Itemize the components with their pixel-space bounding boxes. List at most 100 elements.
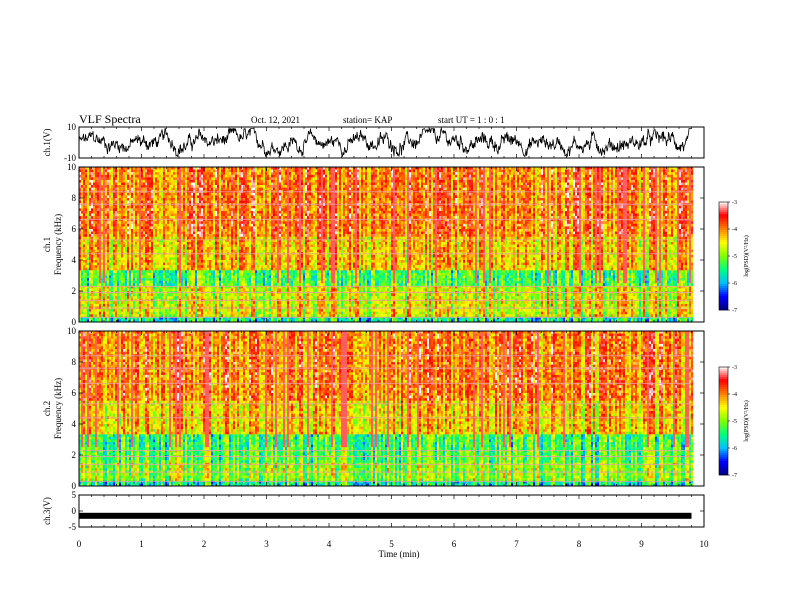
spectrogram-cell — [123, 192, 126, 196]
spectrogram-cell — [229, 239, 232, 243]
spectrogram-cell — [171, 223, 174, 227]
spectrogram-cell — [131, 182, 134, 186]
spectrogram-cell — [209, 309, 212, 312]
spectrogram-cell — [107, 247, 110, 250]
spectrogram-cell — [101, 182, 104, 186]
spectrogram-cell — [139, 192, 142, 196]
spectrogram-cell — [159, 223, 162, 227]
spectrogram-cell — [189, 226, 192, 230]
spectrogram-cell — [189, 239, 192, 243]
spectrogram-cell — [107, 316, 110, 320]
spectrogram-cell — [147, 179, 150, 183]
spectrogram-cell — [229, 172, 232, 175]
spectrogram-cell — [123, 278, 126, 281]
spectrogram-cell — [187, 260, 190, 263]
spectrogram-cell — [85, 179, 88, 183]
spectrogram-cell — [123, 182, 126, 186]
spectrogram-cell — [169, 270, 172, 274]
spectrogram-cell — [97, 314, 100, 318]
spectrogram-cell — [187, 254, 190, 258]
spectrogram-cell — [183, 267, 186, 271]
spectrogram-cell — [187, 169, 190, 173]
spectrogram-cell — [89, 311, 92, 315]
spectrogram-cell — [101, 301, 104, 305]
spectrogram-cell — [227, 260, 230, 263]
spectrogram-cell — [171, 301, 174, 305]
spectrogram-cell — [205, 257, 208, 261]
spectrogram-cell — [199, 208, 202, 212]
spectrogram-cell — [129, 283, 132, 287]
spectrogram-cell — [135, 280, 138, 284]
spectrogram-cell — [105, 231, 108, 235]
spectrogram-cell — [121, 278, 124, 281]
spectrogram-cell — [233, 192, 236, 196]
spectrogram-cell — [213, 319, 216, 323]
spectrogram-cell — [165, 272, 168, 276]
spectrogram-cell — [159, 192, 162, 196]
spectrogram-cell — [121, 270, 124, 274]
spectrogram-cell — [107, 234, 110, 237]
spectrogram-cell — [233, 247, 236, 250]
spectrogram-cell — [221, 239, 224, 243]
spectrogram-cell — [105, 187, 108, 191]
spectrogram-cell — [147, 267, 150, 271]
spectrogram-cell — [183, 192, 186, 196]
spectrogram-cell — [157, 303, 160, 307]
spectrogram-cell — [209, 257, 212, 261]
spectrogram-cell — [183, 198, 186, 201]
spectrogram-cell — [87, 254, 90, 258]
spectrogram-cell — [195, 283, 198, 287]
spectrogram-cell — [153, 208, 156, 212]
spectrogram-cell — [203, 254, 206, 258]
spectrogram-cell — [217, 270, 220, 274]
spectrogram-cell — [205, 311, 208, 315]
spectrogram-cell — [201, 275, 204, 279]
spectrogram-cell — [117, 213, 120, 217]
spectrogram-cell — [83, 195, 86, 199]
spectrogram-cell — [123, 303, 126, 307]
spectrogram-cell — [101, 179, 104, 183]
spectrogram-cell — [137, 213, 140, 217]
spectrogram-cell — [199, 198, 202, 201]
spectrogram-cell — [167, 247, 170, 250]
spectrogram-cell — [181, 257, 184, 261]
spectrogram-cell — [149, 278, 152, 281]
spectrogram-cell — [237, 257, 240, 261]
spectrogram-cell — [81, 208, 84, 212]
spectrogram-cell — [197, 234, 200, 237]
spectrogram-cell — [229, 288, 232, 292]
spectrogram-cell — [227, 226, 230, 230]
spectrogram-cell — [93, 278, 96, 281]
spectrogram-cell — [127, 198, 130, 201]
spectrogram-cell — [241, 198, 244, 201]
spectrogram-cell — [239, 316, 242, 320]
spectrogram-cell — [103, 231, 106, 235]
spectrogram-cell — [209, 319, 212, 323]
spectrogram-cell — [113, 275, 116, 279]
spectrogram-cell — [217, 303, 220, 307]
spectrogram-cell — [235, 179, 238, 183]
spectrogram-cell — [133, 241, 136, 245]
spectrogram-cell — [129, 210, 132, 214]
spectrogram-cell — [139, 316, 142, 320]
spectrogram-cell — [119, 179, 122, 183]
spectrogram-cell — [93, 241, 96, 245]
spectrogram-cell — [105, 200, 108, 204]
spectrogram-cell — [131, 226, 134, 230]
spectrogram-cell — [159, 174, 162, 178]
spectrogram-cell — [223, 244, 226, 248]
spectrogram-cell — [101, 231, 104, 235]
spectrogram-cell — [143, 167, 146, 170]
spectrogram-cell — [113, 270, 116, 274]
spectrogram-cell — [167, 182, 170, 186]
spectrogram-cell — [197, 278, 200, 281]
spectrogram-cell — [165, 296, 168, 299]
spectrogram-cell — [135, 288, 138, 292]
spectrogram-cell — [183, 293, 186, 297]
spectrogram-cell — [147, 247, 150, 250]
spectrogram-cell — [197, 280, 200, 284]
spectrogram-cell — [211, 198, 214, 201]
spectrogram-cell — [141, 213, 144, 217]
spectrogram-cell — [227, 239, 230, 243]
spectrogram-cell — [97, 280, 100, 284]
